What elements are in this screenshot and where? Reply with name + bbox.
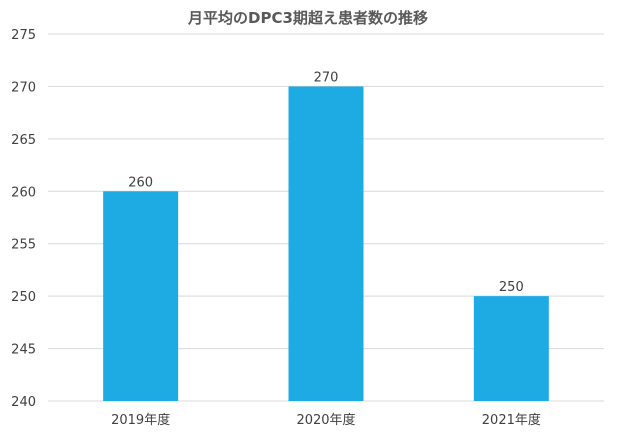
chart-title: 月平均のDPC3期超え患者数の推移 [187,9,428,27]
bar [473,296,549,401]
y-tick-label: 245 [11,343,36,358]
x-tick-label: 2020年度 [296,412,355,428]
bar [288,86,364,401]
y-tick-label: 240 [11,395,36,410]
y-tick-label: 265 [11,133,36,148]
data-label: 270 [314,70,339,85]
bars [103,86,549,401]
bar [103,191,179,401]
x-axis-ticks: 2019年度 2020年度 2021年度 [111,412,541,428]
x-tick-label: 2021年度 [482,412,541,428]
y-tick-label: 270 [11,80,36,95]
y-tick-label: 255 [11,238,36,253]
y-tick-label: 260 [11,185,36,200]
data-labels: 260 270 250 [128,70,523,295]
data-label: 250 [499,280,524,295]
y-tick-label: 275 [11,28,36,43]
x-tick-label: 2019年度 [111,412,170,428]
y-tick-label: 250 [11,290,36,305]
data-label: 260 [128,175,153,190]
y-axis-ticks: 240 245 250 255 260 265 270 275 [11,28,36,410]
